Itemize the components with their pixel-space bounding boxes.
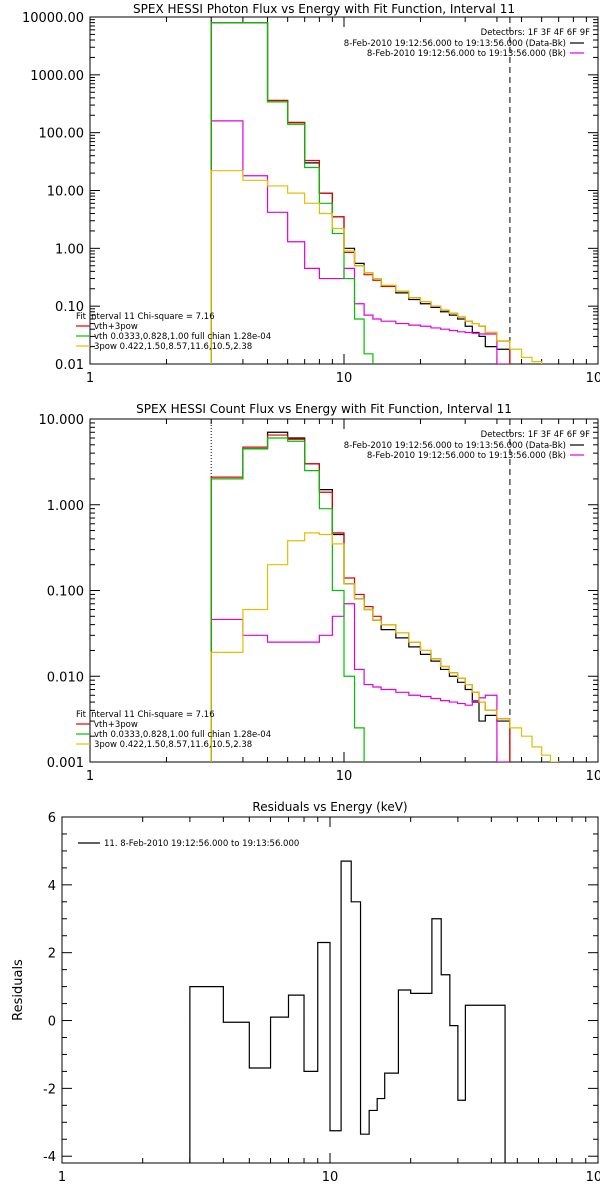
y-axis-label: Residuals xyxy=(11,959,26,1021)
y-tick-label: 1.00 xyxy=(55,242,84,257)
y-tick-label: 0.10 xyxy=(55,300,84,315)
x-tick-label: 1 xyxy=(58,1170,66,1185)
legend-entry: vth 0.0333,0.828,1.00 full chian 1.28e-0… xyxy=(94,332,271,342)
legend-entry: 8-Feb-2010 19:12:56.000 to 19:13:56.000 … xyxy=(344,441,566,451)
y-tick-label: 1.000 xyxy=(47,499,84,514)
series-layer xyxy=(189,860,506,1163)
legend-entry: 3pow 0.422,1.50,8.57,11.6,10.5,2.38 xyxy=(94,740,252,750)
series-bk xyxy=(210,603,511,762)
legend-entry: 11. 8-Feb-2010 19:12:56.000 to 19:13:56.… xyxy=(104,839,299,849)
y-tick-label: 4 xyxy=(48,879,56,894)
y-tick-label: 0 xyxy=(48,1015,56,1030)
y-tick-label: 6 xyxy=(48,811,56,826)
photon-flux-panel: SPEX HESSI Photon Flux vs Energy with Fi… xyxy=(22,2,600,386)
series-layer xyxy=(210,431,560,762)
y-tick-label: 0.100 xyxy=(47,585,84,600)
y-tick-label: 100.00 xyxy=(39,127,85,142)
y-tick-label: -2 xyxy=(43,1082,56,1097)
x-tick-label: 1 xyxy=(86,769,94,784)
chart-title: SPEX HESSI Count Flux vs Energy with Fit… xyxy=(136,402,512,416)
detectors-label: Detectors: 1F 3F 4F 6F 9F xyxy=(481,28,590,38)
legend-entry: vth 0.0333,0.828,1.00 full chian 1.28e-0… xyxy=(94,730,271,740)
series-vth-3pow xyxy=(210,434,511,762)
series-vth xyxy=(210,437,365,762)
chart-title: Residuals vs Energy (keV) xyxy=(252,800,407,814)
y-tick-label: -4 xyxy=(43,1150,56,1165)
fit-info: Fit Interval 11 Chi-square = 7.16 xyxy=(76,710,215,720)
y-tick-label: 1000.00 xyxy=(30,69,84,84)
x-tick-label: 10 xyxy=(336,371,353,386)
series-data-bk xyxy=(210,431,511,762)
x-tick-label: 10 xyxy=(336,769,353,784)
y-tick-label: 2 xyxy=(48,947,56,962)
x-tick-label: 100 xyxy=(586,371,600,386)
series-residuals xyxy=(189,860,506,1163)
y-tick-label: 10.000 xyxy=(39,413,85,428)
legend-entry: 8-Feb-2010 19:12:56.000 to 19:13:56.000 … xyxy=(367,49,566,59)
chart-title: SPEX HESSI Photon Flux vs Energy with Fi… xyxy=(133,2,515,16)
x-tick-label: 1 xyxy=(86,371,94,386)
y-tick-label: 10.00 xyxy=(47,185,84,200)
series-3pow xyxy=(210,170,543,364)
series-bk xyxy=(210,120,511,364)
y-tick-label: 0.01 xyxy=(55,358,84,373)
count-flux-panel: SPEX HESSI Count Flux vs Energy with Fit… xyxy=(39,402,600,784)
series-vth xyxy=(210,22,374,364)
legend-entry: vth+3pow xyxy=(94,322,138,332)
y-tick-label: 10000.00 xyxy=(22,11,84,26)
series-3pow xyxy=(210,532,560,762)
legend-entry: vth+3pow xyxy=(94,720,138,730)
x-tick-label: 10 xyxy=(322,1170,339,1185)
series-layer xyxy=(210,22,543,364)
legend-entry: 3pow 0.422,1.50,8.57,11.6,10.5,2.38 xyxy=(94,342,252,352)
legend-entry: 8-Feb-2010 19:12:56.000 to 19:13:56.000 … xyxy=(367,451,566,461)
legend-entry: 8-Feb-2010 19:12:56.000 to 19:13:56.000 … xyxy=(344,39,566,49)
x-tick-label: 100 xyxy=(586,1170,600,1185)
detectors-label: Detectors: 1F 3F 4F 6F 9F xyxy=(481,430,590,440)
y-tick-label: 0.010 xyxy=(47,670,84,685)
residuals-panel: Residuals vs Energy (keV) 1 10 100 -4 -2 0 2 4 6 R… xyxy=(11,800,600,1185)
x-tick-label: 100 xyxy=(586,769,600,784)
y-tick-label: 0.001 xyxy=(47,756,84,771)
fit-info: Fit Interval 11 Chi-square = 7.16 xyxy=(76,312,215,322)
